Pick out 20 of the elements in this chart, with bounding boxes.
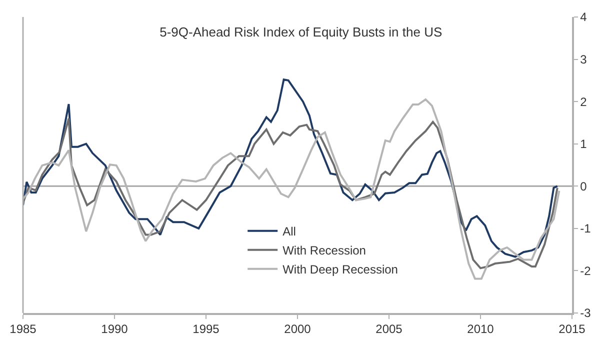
x-tick-label: 2000 xyxy=(284,322,312,336)
y-tick-label: 0 xyxy=(580,179,588,194)
y-tick-label: 2 xyxy=(580,94,588,109)
x-tick-label: 2010 xyxy=(467,322,494,336)
text: 5-9Q-Ahead Risk Index of Equity Busts in the US xyxy=(160,24,442,40)
y-tick-label: -1 xyxy=(580,222,592,236)
x-tick-label: 1990 xyxy=(101,322,128,336)
y-tick-label: -3 xyxy=(580,306,592,320)
y-tick-label: -2 xyxy=(580,264,592,278)
legend-label: With Recession xyxy=(282,244,366,258)
legend-label: All xyxy=(282,224,296,239)
line-series xyxy=(23,78,558,258)
x-tick-label: 1995 xyxy=(192,322,220,336)
legend-label: With Deep Recession xyxy=(282,262,398,277)
y-tick-label: 1 xyxy=(580,137,588,152)
x-tick-label: 1985 xyxy=(10,322,37,336)
x-tick-label: 2015 xyxy=(558,322,586,336)
x-tick-label: 2005 xyxy=(376,322,403,336)
y-tick-label: 3 xyxy=(580,52,588,66)
y-tick-label: 4 xyxy=(580,10,588,24)
